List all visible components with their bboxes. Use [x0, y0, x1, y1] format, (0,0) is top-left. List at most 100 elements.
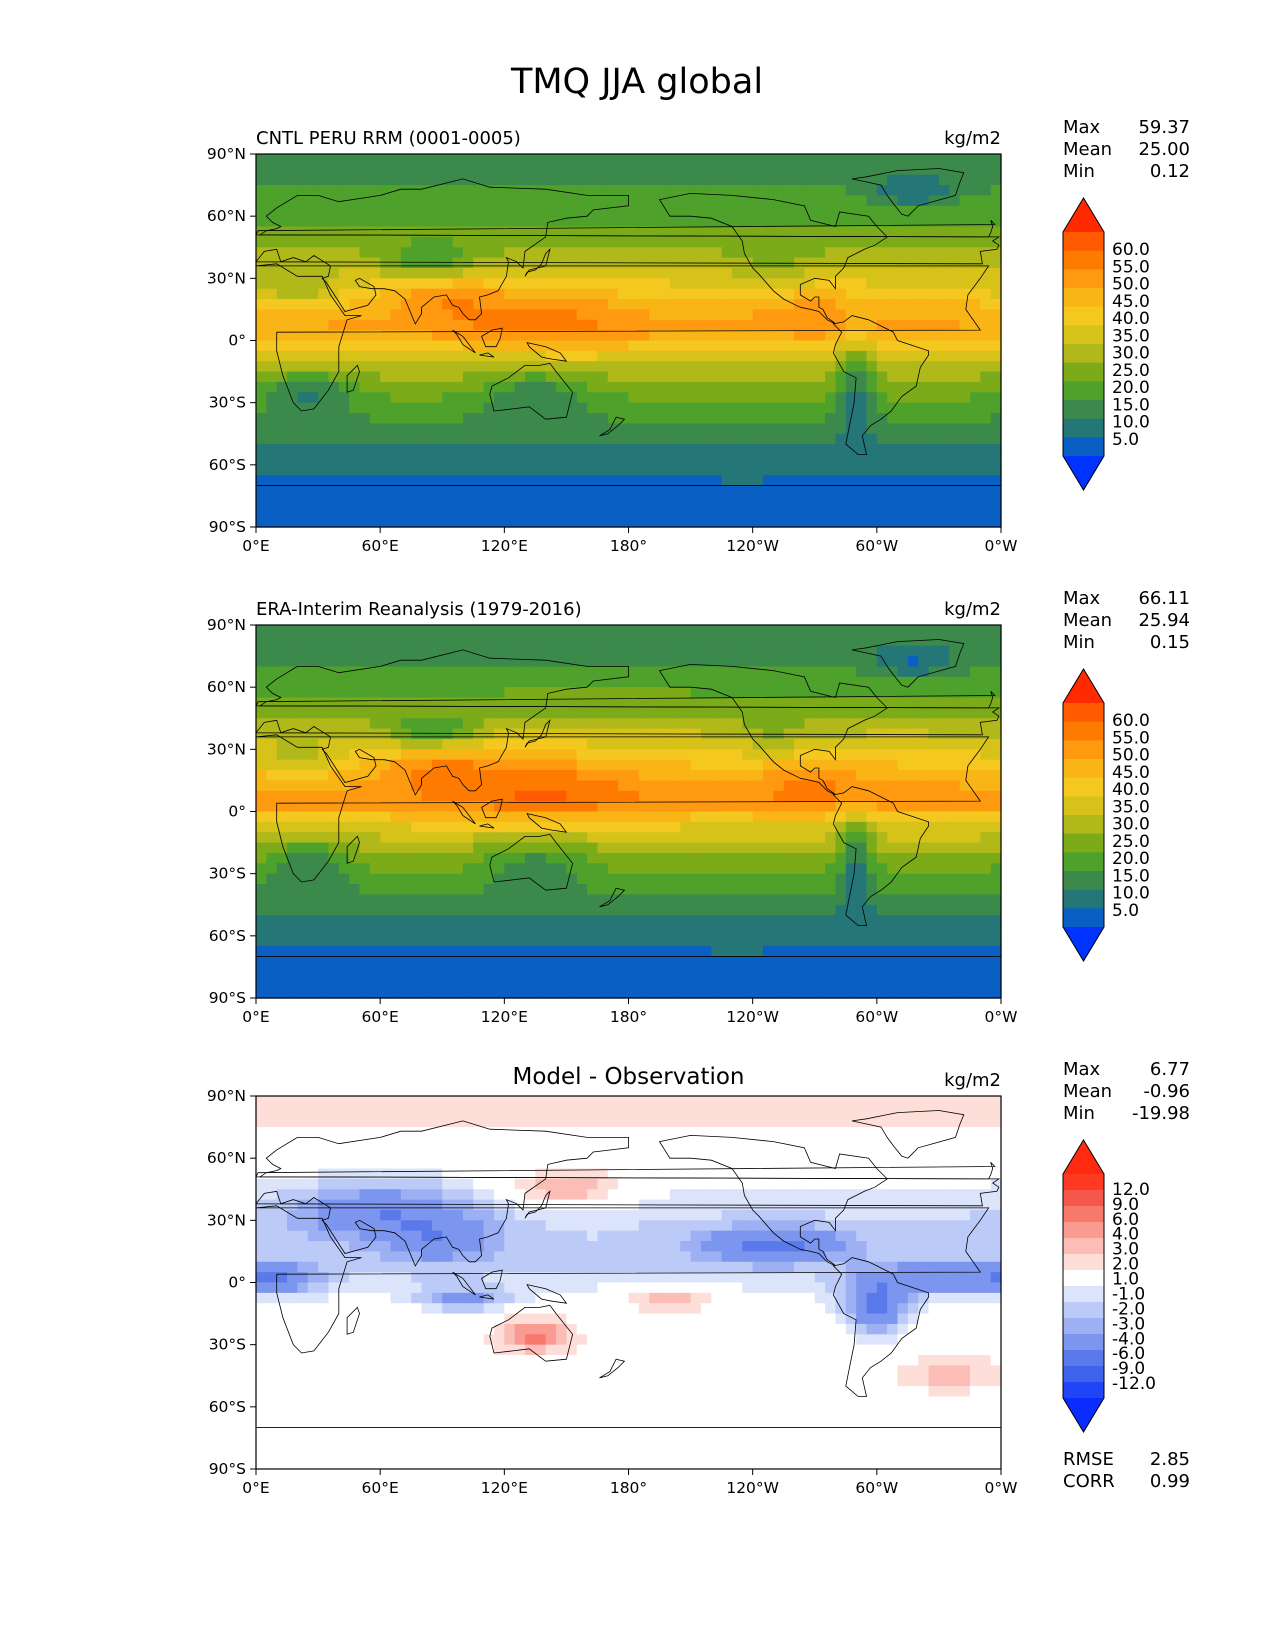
map-cell — [576, 371, 588, 383]
map-cell — [638, 516, 650, 528]
map-cell — [690, 925, 702, 937]
map-cell — [576, 340, 588, 352]
map-cell — [742, 790, 754, 802]
map-cell — [835, 454, 847, 466]
map-cell — [473, 738, 485, 750]
map-cell — [783, 475, 795, 487]
map-cell — [307, 330, 319, 342]
map-cell — [307, 925, 319, 937]
map-cell — [328, 894, 340, 906]
map-cell — [545, 821, 557, 833]
map-cell — [566, 340, 578, 352]
map-cell — [814, 904, 826, 916]
map-cell — [318, 697, 330, 709]
map-cell — [504, 475, 516, 487]
map-cell — [545, 475, 557, 487]
map-cell — [369, 656, 381, 668]
map-cell — [576, 506, 588, 518]
map-cell — [287, 946, 298, 958]
map-cell — [514, 154, 526, 165]
map-cell — [369, 635, 381, 647]
map-cell — [866, 842, 878, 854]
map-cell — [649, 852, 661, 864]
map-cell — [649, 319, 661, 331]
map-cell — [421, 873, 433, 885]
map-cell — [514, 516, 526, 528]
map-cell — [369, 821, 381, 833]
map-cell — [825, 915, 837, 927]
map-cell — [328, 464, 340, 476]
map-cell — [969, 625, 981, 636]
map-cell — [307, 444, 319, 456]
map-cell — [256, 863, 267, 875]
map-cell — [690, 154, 702, 165]
map-cell — [835, 267, 847, 279]
map-cell — [866, 832, 878, 844]
map-cell — [949, 656, 961, 668]
map-cell — [421, 340, 433, 352]
map-cell — [483, 413, 495, 424]
map-cell — [721, 205, 733, 217]
map-cell — [731, 516, 743, 528]
map-cell — [473, 770, 485, 782]
map-cell — [442, 319, 454, 331]
map-cell — [938, 381, 950, 393]
coastline — [832, 315, 929, 455]
map-cell — [638, 381, 650, 393]
map-cell — [876, 392, 888, 404]
map-cell — [959, 154, 971, 165]
map-cell — [318, 236, 330, 248]
map-cell — [990, 299, 1002, 311]
map-cell — [483, 832, 495, 844]
map-cell — [825, 371, 837, 383]
map-cell — [700, 444, 712, 456]
map-cell — [545, 257, 557, 269]
map-cell — [794, 759, 806, 771]
map-cell — [814, 749, 826, 761]
map-cell — [980, 164, 992, 176]
map-cell — [390, 707, 402, 719]
map-cell — [856, 371, 868, 383]
map-cell — [897, 697, 909, 709]
map-cell — [835, 738, 847, 750]
map-cell — [276, 340, 288, 352]
map-cell — [959, 330, 971, 342]
map-cell — [628, 154, 640, 165]
map-cell — [473, 697, 485, 709]
map-cell — [266, 495, 278, 507]
map-cell — [711, 485, 723, 497]
map-cell — [731, 319, 743, 331]
map-cell — [349, 330, 361, 342]
map-cell — [576, 873, 588, 885]
map-cell — [928, 413, 940, 424]
map-cell — [307, 485, 319, 497]
map-cell — [938, 946, 950, 958]
map-cell — [845, 811, 857, 823]
map-cell — [887, 361, 899, 373]
map-cell — [297, 413, 309, 424]
map-cell — [887, 811, 899, 823]
map-cell — [856, 350, 868, 362]
map-cell — [669, 738, 681, 750]
map-cell — [380, 340, 392, 352]
map-cell — [349, 759, 361, 771]
map-cell — [742, 247, 754, 259]
map-cell — [483, 278, 495, 290]
map-cell — [318, 759, 330, 771]
map-cell — [556, 894, 568, 906]
map-cell — [959, 811, 971, 823]
map-cell — [794, 707, 806, 719]
map-cell — [711, 506, 723, 518]
map-cell — [949, 247, 961, 259]
map-cell — [763, 247, 774, 259]
map-cell — [690, 811, 702, 823]
map-cell — [804, 738, 816, 750]
map-cell — [525, 195, 536, 207]
map-cell — [338, 164, 350, 176]
map-cell — [721, 164, 733, 176]
map-cell — [504, 873, 516, 885]
map-cell — [897, 195, 909, 207]
map-cell — [421, 842, 433, 854]
map-cell — [721, 863, 733, 875]
map-cell — [400, 759, 412, 771]
